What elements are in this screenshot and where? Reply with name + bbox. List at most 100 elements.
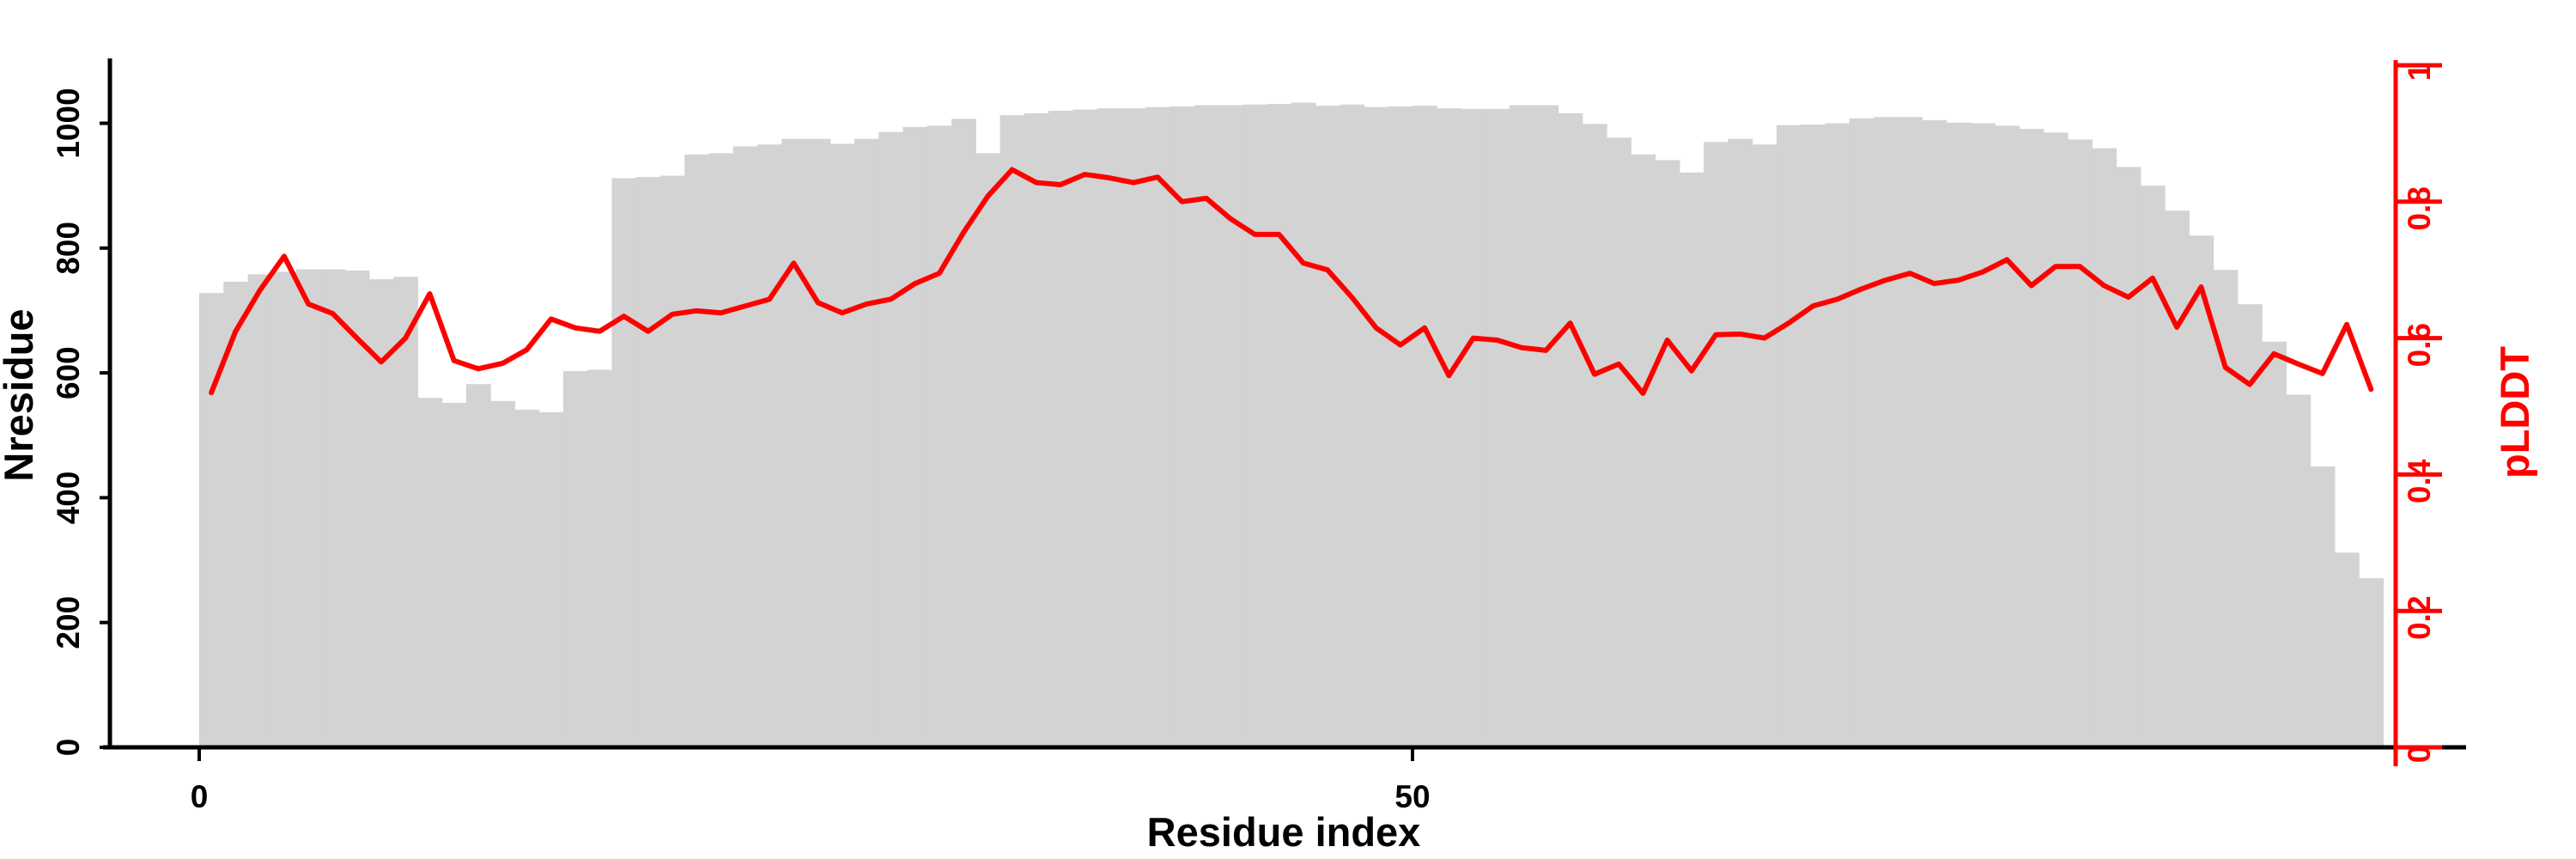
nresidue-bar <box>902 126 928 748</box>
nresidue-bar <box>1922 119 1947 747</box>
nresidue-bar <box>1679 172 1704 747</box>
nresidue-bar <box>1413 106 1437 747</box>
nresidue-bar <box>1485 108 1510 748</box>
nresidue-bar <box>708 153 734 747</box>
plddt-line <box>209 167 2374 396</box>
nresidue-bar <box>1704 142 1728 748</box>
nresidue-bar <box>1242 104 1268 747</box>
nresidue-bar <box>1048 110 1073 748</box>
nresidue-bar <box>1461 108 1486 748</box>
nresidue-bar <box>320 269 346 747</box>
nresidue-bar <box>1145 107 1170 748</box>
right-tick-label: 0.4 <box>2402 459 2437 503</box>
x-tick-label: 50 <box>1394 779 1430 814</box>
right-tick-label: 1 <box>2402 64 2437 82</box>
nresidue-bar <box>393 277 418 748</box>
nresidue-bar <box>1291 102 1316 747</box>
nresidue-bar <box>344 270 370 747</box>
nresidue-bar <box>1072 109 1098 747</box>
nresidue-bar <box>2116 167 2142 748</box>
nresidue-bar <box>2092 148 2117 747</box>
axes-layer <box>100 58 2466 766</box>
nresidue-bar <box>441 402 467 747</box>
nresidue-bar <box>490 400 515 747</box>
right-tick-label: 0.6 <box>2402 323 2437 367</box>
nresidue-bar <box>1752 144 1777 747</box>
nresidue-bar <box>1097 108 1122 747</box>
nresidue-bar <box>514 409 540 747</box>
nresidue-bar <box>417 398 443 747</box>
nresidue-bar <box>465 384 491 747</box>
nresidue-bar <box>2140 186 2166 747</box>
nresidue-bar <box>1364 107 1389 748</box>
tick-labels-layer: 0 200 400 600 800 1000 0 50 0 0.2 0.4 0.6 0.8 1 <box>51 64 2437 814</box>
nresidue-bar <box>1607 137 1631 747</box>
nresidue-bar <box>1631 154 1656 747</box>
nresidue-bar <box>1267 103 1292 748</box>
nresidue-bar <box>1121 108 1146 747</box>
right-axis-title: pLDDT <box>2492 346 2537 478</box>
x-axis-title: Residue index <box>1147 809 1421 855</box>
left-tick-label: 0 <box>51 739 86 757</box>
nresidue-bar <box>1388 106 1413 747</box>
bars-layer <box>199 102 2384 748</box>
nresidue-bar <box>223 282 249 747</box>
nresidue-bar <box>1873 117 1899 748</box>
x-tick-label: 0 <box>191 779 209 814</box>
right-tick-label: 0.2 <box>2402 595 2437 639</box>
nresidue-bar <box>2019 129 2044 748</box>
left-tick-label: 600 <box>51 346 86 399</box>
nresidue-bar <box>296 269 321 747</box>
nresidue-bar <box>999 115 1025 747</box>
nresidue-bar <box>2334 552 2360 747</box>
left-tick-label: 1000 <box>51 88 86 158</box>
nresidue-bar <box>975 153 1001 747</box>
nresidue-bar <box>927 125 952 747</box>
nresidue-bar <box>781 138 807 747</box>
nresidue-bar <box>247 274 273 747</box>
nresidue-bar <box>562 370 588 747</box>
nresidue-bar <box>1437 108 1462 747</box>
nresidue-bar <box>2310 466 2336 748</box>
nresidue-bar <box>805 138 831 747</box>
nresidue-bar <box>368 279 394 748</box>
nresidue-bar <box>1218 105 1243 748</box>
nresidue-bar <box>1558 113 1583 747</box>
nresidue-bar <box>1898 117 1923 748</box>
nresidue-bar <box>854 138 879 747</box>
nresidue-bar <box>1995 125 2020 747</box>
left-tick-label: 400 <box>51 472 86 525</box>
nresidue-bar <box>1970 123 1996 747</box>
nresidue-bar <box>756 144 782 747</box>
nresidue-bar <box>2068 139 2093 747</box>
nresidue-bar <box>1825 123 1850 747</box>
right-tick-label: 0.8 <box>2402 186 2437 230</box>
nresidue-bar <box>2286 394 2312 747</box>
nresidue-bar <box>1510 105 1534 748</box>
right-tick-label: 0 <box>2402 746 2437 764</box>
nresidue-bar <box>1776 125 1801 747</box>
nresidue-bar <box>1946 122 1971 747</box>
nresidue-bar <box>1534 105 1559 748</box>
plddt-line-layer <box>209 167 2374 396</box>
nresidue-bar <box>635 176 661 748</box>
nresidue-bar <box>2043 132 2069 747</box>
nresidue-bar <box>1194 105 1219 748</box>
nresidue-bar <box>1582 124 1607 748</box>
nresidue-bar <box>1024 113 1049 747</box>
nresidue-bar <box>659 175 685 747</box>
nresidue-bar <box>271 271 297 747</box>
nresidue-bar <box>878 131 904 748</box>
nresidue-bar <box>1728 138 1753 747</box>
nresidue-bar <box>611 178 637 747</box>
left-axis-title: Nresidue <box>0 308 41 481</box>
nresidue-bar <box>1315 106 1340 747</box>
nresidue-bar <box>684 154 710 747</box>
nresidue-bar <box>1340 104 1365 747</box>
left-tick-label: 800 <box>51 222 86 275</box>
nresidue-bar <box>2262 341 2287 747</box>
nresidue-bar <box>2165 210 2190 747</box>
nresidue-bar <box>1849 118 1874 747</box>
